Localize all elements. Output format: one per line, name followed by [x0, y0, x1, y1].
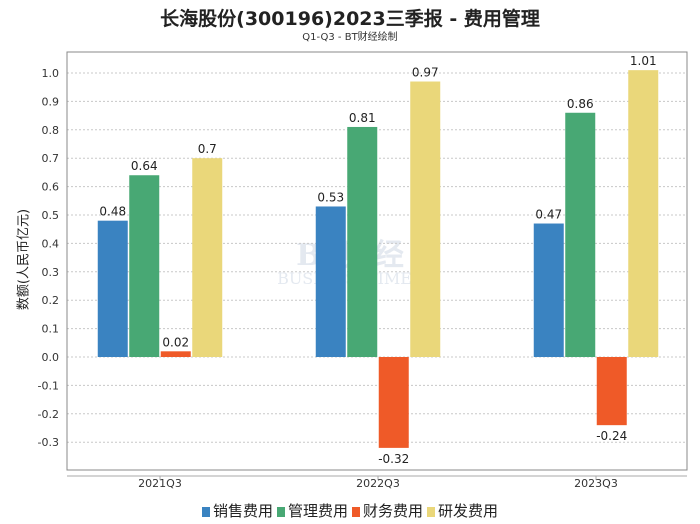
- data-label: 0.53: [317, 190, 344, 204]
- y-tick-label: 0.3: [42, 266, 60, 279]
- legend: 销售费用 管理费用 财务费用 研发费用: [0, 500, 700, 521]
- bar-财务费用: [596, 357, 627, 426]
- y-tick-label: 0.1: [42, 323, 60, 336]
- bar-管理费用: [129, 175, 160, 357]
- y-tick-label: 0.6: [42, 181, 60, 194]
- chart-title: 长海股份(300196)2023三季报 - 费用管理: [160, 8, 540, 30]
- bar-研发费用: [628, 70, 659, 357]
- legend-item[interactable]: 研发费用: [427, 500, 498, 521]
- bar-财务费用: [160, 351, 191, 357]
- y-tick-label: 1.0: [42, 67, 60, 80]
- x-tick-label: 2022Q3: [356, 477, 400, 490]
- bar-销售费用: [533, 223, 564, 357]
- y-tick-label: 0.0: [42, 351, 60, 364]
- data-label: 0.02: [162, 335, 189, 349]
- bar-管理费用: [347, 126, 378, 358]
- data-label: 0.48: [99, 205, 126, 219]
- x-tick-label: 2021Q3: [138, 477, 182, 490]
- legend-item[interactable]: 管理费用: [276, 500, 348, 521]
- data-label: 0.86: [567, 97, 594, 111]
- y-tick-label: 0.9: [42, 95, 60, 108]
- y-tick-label: -0.3: [38, 436, 59, 449]
- legend-label: 财务费用: [363, 502, 424, 520]
- legend-label: 管理费用: [287, 502, 348, 520]
- y-tick-label: -0.1: [38, 379, 59, 392]
- legend-item[interactable]: 财务费用: [352, 500, 423, 521]
- legend-swatch: [276, 507, 285, 517]
- x-tick-label: 2023Q3: [574, 477, 618, 490]
- bar-研发费用: [410, 81, 441, 358]
- bar-管理费用: [565, 112, 596, 357]
- data-label: 1.01: [630, 54, 657, 68]
- data-label: -0.24: [596, 429, 627, 443]
- y-tick-label: 0.4: [42, 237, 60, 250]
- y-tick-label: 0.8: [42, 124, 60, 137]
- bar-销售费用: [97, 220, 128, 357]
- bar-研发费用: [192, 158, 223, 357]
- data-label: 0.64: [131, 159, 158, 173]
- plot-border: [66, 51, 688, 471]
- data-label: -0.32: [378, 452, 409, 466]
- data-label: 0.97: [412, 66, 439, 80]
- data-label: 0.7: [198, 142, 217, 156]
- legend-swatch: [201, 507, 210, 517]
- legend-label: 销售费用: [212, 502, 273, 520]
- y-tick-label: 0.2: [42, 294, 60, 307]
- legend-swatch: [427, 507, 436, 517]
- legend-label: 研发费用: [438, 502, 499, 520]
- y-tick-label: -0.2: [38, 408, 59, 421]
- data-label: 0.81: [349, 111, 376, 125]
- y-tick-label: 0.7: [42, 152, 60, 165]
- chart-subtitle: Q1-Q3 - BT财经绘制: [302, 32, 398, 43]
- legend-swatch: [352, 507, 360, 517]
- data-label: 0.47: [535, 208, 562, 222]
- bar-销售费用: [315, 206, 346, 357]
- bar-财务费用: [378, 357, 409, 448]
- y-tick-label: 0.5: [42, 209, 60, 222]
- legend-item[interactable]: 销售费用: [201, 500, 273, 521]
